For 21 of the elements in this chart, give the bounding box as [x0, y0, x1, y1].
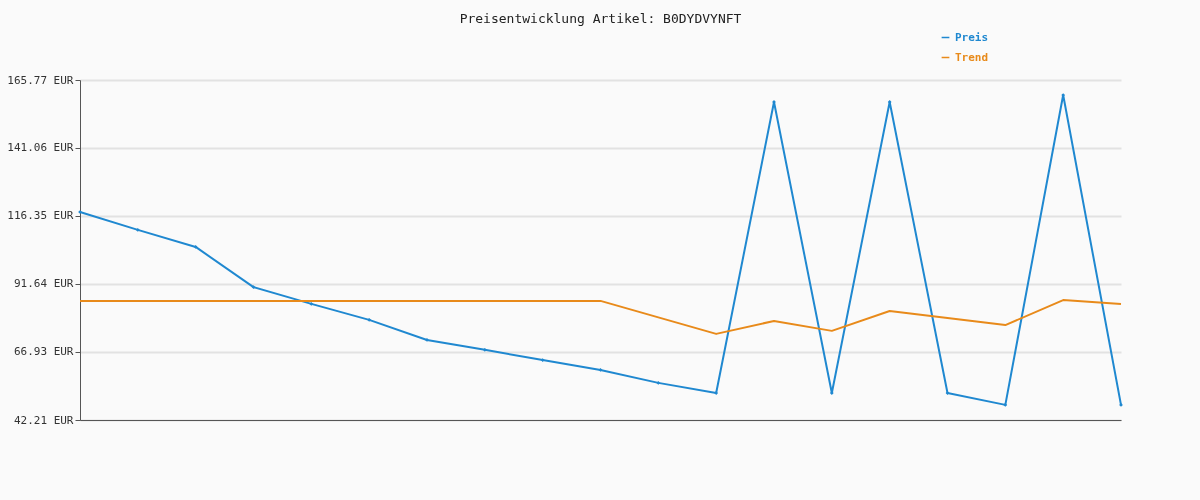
point	[193, 245, 198, 249]
y-tick-label: 42.21 EUR	[13, 413, 74, 427]
y-tick-label: 91.64 EUR	[13, 277, 74, 291]
y-tick-label: 66.93 EUR	[13, 345, 74, 359]
point	[309, 302, 314, 306]
point	[829, 391, 834, 395]
line-series	[78, 93, 1123, 407]
y-tick-label: 116.35 EUR	[7, 209, 74, 223]
point	[656, 381, 661, 385]
point	[251, 285, 256, 289]
point	[945, 391, 950, 395]
y-tick-label: 165.77 EUR	[7, 73, 74, 87]
y-tick-label: 141.06 EUR	[7, 141, 74, 155]
line-series	[79, 299, 1122, 335]
legend-label: Trend	[955, 50, 989, 64]
point	[1003, 403, 1008, 407]
point	[887, 100, 892, 104]
point	[540, 358, 545, 362]
point	[598, 368, 603, 372]
chart-title: Preisentwicklung Artikel: B0DYDVYNFT	[459, 11, 742, 26]
legend-label: Preis	[955, 30, 989, 44]
